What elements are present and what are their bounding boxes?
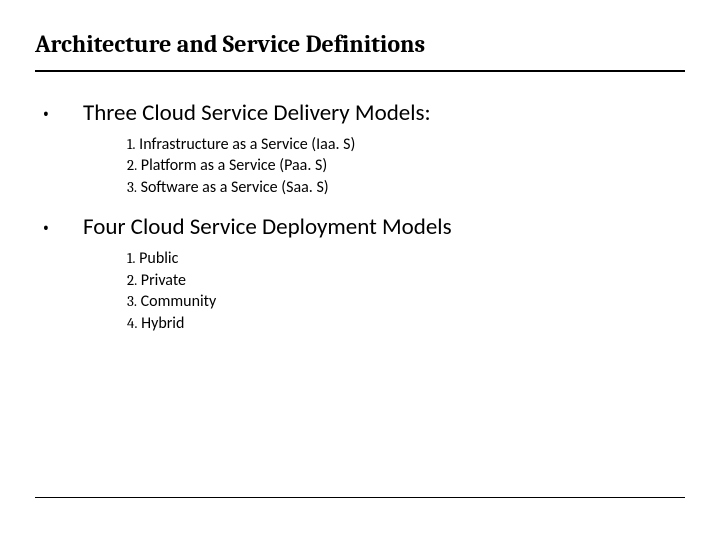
bullet-heading-1: Three Cloud Service Delivery Models: (83, 100, 431, 128)
list-item: 3. Community (127, 291, 685, 313)
item-text: Public (139, 249, 178, 268)
sublist-1: 1. Infrastructure as a Service (Iaa. S) … (127, 134, 685, 199)
list-item: 2. Private (127, 270, 685, 292)
item-number: 2. (127, 156, 137, 174)
slide-title: Architecture and Service Definitions (35, 30, 685, 70)
list-item: 1. Public (127, 248, 685, 270)
bullet-row-1: • Three Cloud Service Delivery Models: (35, 100, 685, 128)
item-number: 4. (127, 314, 137, 332)
footer-divider (35, 497, 685, 498)
bullet-dot-icon: • (35, 100, 83, 126)
title-divider (35, 70, 685, 72)
bullet-dot-icon: • (35, 214, 83, 240)
item-text: Infrastructure as a Service (Iaa. S) (139, 135, 355, 154)
item-text: Hybrid (141, 314, 184, 333)
item-text: Platform as a Service (Paa. S) (141, 156, 327, 175)
item-number: 3. (127, 178, 137, 196)
sublist-2: 1. Public 2. Private 3. Community 4. Hyb… (127, 248, 685, 334)
item-number: 1. (127, 249, 136, 267)
item-number: 1. (127, 135, 136, 153)
list-item: 2. Platform as a Service (Paa. S) (127, 155, 685, 177)
item-text: Private (141, 271, 186, 290)
item-text: Community (141, 292, 217, 311)
bullet-heading-2: Four Cloud Service Deployment Models (83, 214, 452, 242)
item-number: 3. (127, 292, 137, 310)
item-text: Software as a Service (Saa. S) (141, 178, 329, 197)
bullet-row-2: • Four Cloud Service Deployment Models (35, 214, 685, 242)
list-item: 4. Hybrid (127, 313, 685, 335)
item-number: 2. (127, 271, 137, 289)
list-item: 1. Infrastructure as a Service (Iaa. S) (127, 134, 685, 156)
list-item: 3. Software as a Service (Saa. S) (127, 177, 685, 199)
